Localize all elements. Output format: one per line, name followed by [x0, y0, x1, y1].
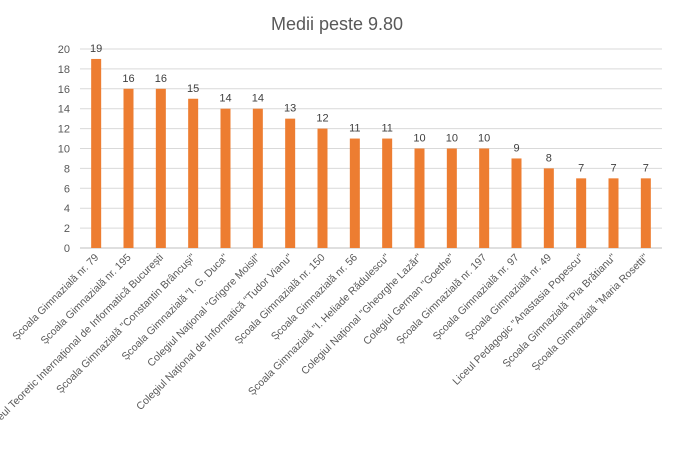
gridlines	[80, 48, 662, 249]
category-label: Colegiul Național "Gheorghe Lazăr"	[299, 251, 425, 377]
y-tick-label: 12	[58, 124, 70, 136]
data-label: 7	[610, 162, 616, 174]
bar	[382, 138, 393, 248]
data-label: 14	[252, 93, 264, 105]
data-label: 14	[219, 93, 231, 105]
bar	[252, 108, 263, 248]
data-label: 11	[349, 123, 360, 135]
bar	[188, 98, 199, 248]
bar	[511, 158, 522, 248]
bar	[446, 148, 457, 248]
y-tick-label: 2	[64, 223, 70, 235]
y-tick-label: 0	[64, 243, 70, 255]
y-tick-label: 8	[64, 163, 70, 175]
data-label: 8	[546, 152, 552, 164]
y-tick-label: 4	[64, 203, 70, 215]
data-label: 12	[316, 113, 328, 125]
bar	[123, 88, 134, 248]
y-tick-label: 16	[58, 84, 70, 96]
bar	[608, 178, 619, 248]
data-label: 10	[413, 133, 425, 145]
y-tick-label: 14	[58, 104, 70, 116]
y-axis-tick-labels: 0 2 4 6 8 10 12 14 16 18 20	[58, 44, 70, 255]
bar	[576, 178, 587, 248]
data-label: 16	[155, 73, 167, 85]
y-tick-label: 6	[64, 183, 70, 195]
data-label: 10	[446, 133, 458, 145]
bars	[91, 58, 651, 249]
data-label: 13	[284, 103, 296, 115]
data-label: 10	[478, 133, 490, 145]
bar	[91, 58, 102, 249]
data-label: 15	[187, 83, 199, 95]
bar	[414, 148, 425, 248]
data-label: 19	[90, 43, 102, 55]
y-tick-label: 20	[58, 44, 70, 56]
bar	[155, 88, 166, 248]
category-label: Școala Gimnazială "Maria Rosetti"	[529, 251, 651, 373]
bar	[317, 128, 328, 248]
bar	[285, 118, 296, 249]
bar	[543, 168, 554, 248]
data-label: 7	[578, 162, 584, 174]
data-label: 16	[122, 73, 134, 85]
bar	[220, 108, 231, 248]
data-labels: 19 16 16 15 14 14 13 12 11 11 10 10 10 9 8 7 7 7	[90, 43, 649, 174]
bar	[479, 148, 490, 248]
data-label: 11	[381, 123, 392, 135]
y-tick-label: 10	[58, 144, 70, 156]
data-label: 9	[513, 142, 519, 154]
data-label: 7	[643, 162, 649, 174]
y-tick-label: 18	[58, 64, 70, 76]
chart-title: Medii peste 9.80	[271, 14, 403, 34]
bar	[640, 178, 651, 248]
bar	[349, 138, 360, 248]
